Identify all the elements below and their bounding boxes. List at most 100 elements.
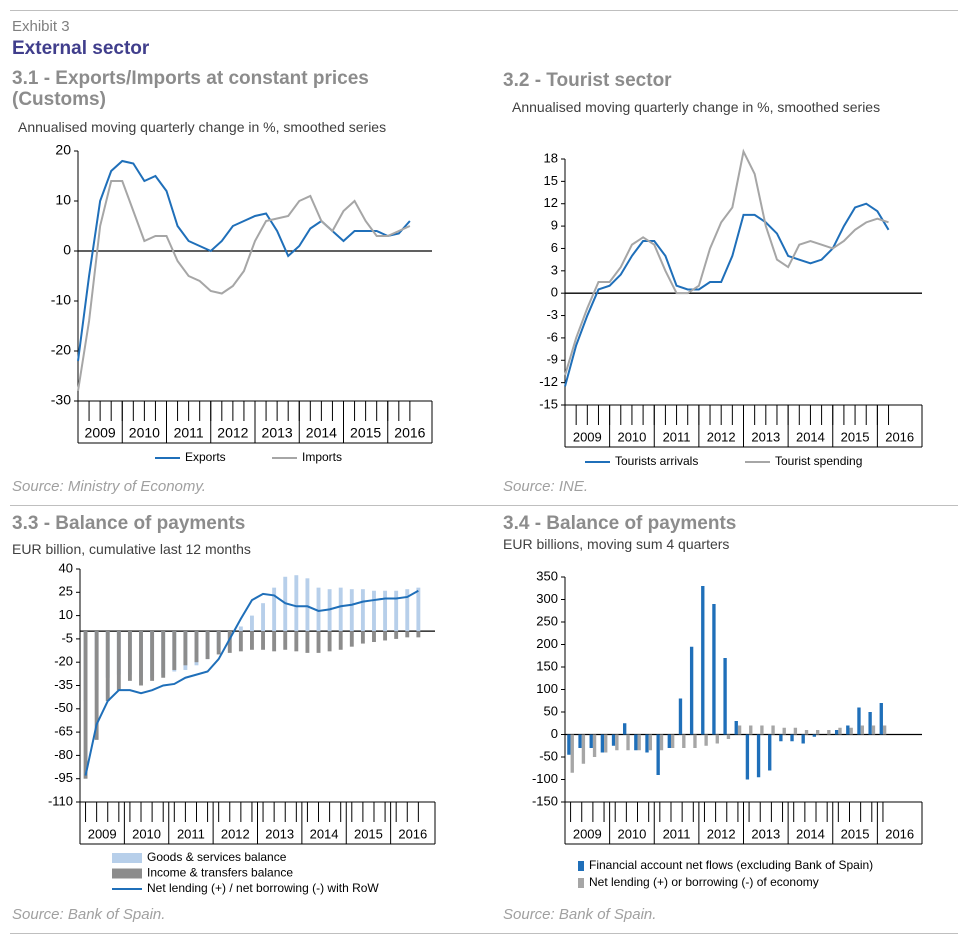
bar	[637, 734, 641, 751]
x-tick-label: 2013	[265, 826, 294, 841]
bar	[849, 727, 853, 735]
x-tick-label: 2012	[221, 826, 250, 841]
y-tick-label: -6	[546, 329, 558, 344]
bar	[592, 734, 597, 757]
line	[77, 180, 411, 392]
bar	[205, 631, 210, 660]
y-tick-label: -30	[51, 392, 71, 408]
bar	[793, 727, 798, 735]
x-tick-label: 2015	[354, 826, 383, 841]
y-tick-label: -80	[54, 747, 73, 762]
legend-label: Income & transfers balance	[147, 866, 293, 880]
rule	[10, 10, 958, 11]
bar	[801, 734, 805, 744]
y-tick-label: 12	[544, 195, 558, 210]
bar	[860, 725, 864, 735]
y-tick-label: -100	[532, 771, 558, 786]
bar	[127, 631, 132, 681]
x-tick-label: 2014	[796, 826, 825, 841]
legend-label: Tourist spending	[775, 454, 862, 468]
bar	[734, 721, 738, 735]
x-tick-label: 2013	[751, 429, 780, 444]
y-tick-label: -9	[546, 352, 558, 367]
bar	[834, 730, 839, 735]
bar	[94, 631, 99, 740]
bar	[879, 703, 883, 735]
bar	[678, 698, 683, 735]
bar	[161, 631, 166, 678]
bar	[238, 626, 243, 632]
bar	[589, 734, 593, 748]
bar	[372, 631, 376, 643]
y-tick-label: -5	[61, 630, 73, 645]
y-tick-label: -35	[54, 677, 73, 692]
source: Source: INE.	[503, 478, 589, 495]
bar	[611, 734, 616, 746]
chart-subtitle: EUR billions, moving sum 4 quarters	[503, 536, 730, 552]
x-tick-label: 2016	[398, 826, 427, 841]
x-tick-label: 2013	[751, 826, 780, 841]
legend-label: Imports	[302, 450, 342, 464]
x-tick-label: 2013	[262, 425, 293, 441]
bar	[405, 631, 410, 638]
bar	[83, 631, 88, 779]
bar	[216, 631, 221, 655]
source: Source: Ministry of Economy.	[12, 478, 206, 495]
bar	[394, 631, 399, 639]
bar	[294, 631, 299, 652]
bar	[394, 590, 399, 632]
bar	[250, 631, 254, 650]
bar	[578, 734, 582, 748]
y-tick-label: -20	[54, 654, 73, 669]
bar	[261, 603, 265, 632]
bar	[749, 725, 753, 735]
bar	[194, 631, 199, 663]
bar	[667, 734, 671, 748]
bar	[615, 734, 619, 751]
x-tick-label: 2011	[174, 425, 204, 441]
source: Source: Bank of Spain.	[503, 906, 657, 923]
y-tick-label: 40	[59, 560, 73, 575]
legend-label: Exports	[185, 450, 226, 464]
y-tick-label: 10	[55, 192, 71, 208]
legend-swatch	[112, 853, 142, 863]
x-tick-label: 2010	[617, 826, 646, 841]
x-tick-label: 2015	[841, 826, 870, 841]
bar	[827, 730, 831, 735]
y-tick-label: 15	[544, 173, 558, 188]
bar	[693, 734, 697, 748]
y-tick-label: 10	[59, 607, 73, 622]
x-tick-label: 2016	[394, 425, 425, 441]
bar	[338, 631, 343, 650]
bar	[857, 707, 861, 735]
bar	[416, 587, 421, 632]
bar	[812, 734, 817, 737]
bar	[305, 631, 310, 653]
y-tick-label: 0	[551, 726, 558, 741]
bar	[581, 734, 586, 764]
rule	[10, 933, 958, 934]
bar	[405, 589, 410, 632]
line	[564, 202, 890, 387]
x-tick-label: 2016	[885, 429, 914, 444]
bar	[567, 734, 571, 755]
bar	[804, 730, 809, 735]
y-tick-label: 50	[544, 703, 558, 718]
bar	[227, 631, 232, 653]
bar	[670, 734, 675, 748]
x-tick-label: 2009	[573, 429, 602, 444]
bar	[172, 631, 177, 670]
x-tick-label: 2010	[129, 425, 160, 441]
chart-subtitle: Annualised moving quarterly change in %,…	[18, 119, 387, 135]
x-tick-label: 2016	[885, 826, 914, 841]
bar	[715, 734, 719, 744]
legend-swatch	[578, 861, 584, 871]
bar	[383, 590, 388, 632]
y-tick-label: -95	[54, 770, 73, 785]
x-tick-label: 2011	[177, 826, 205, 841]
legend-swatch	[112, 868, 142, 879]
y-tick-label: -15	[539, 396, 558, 411]
x-tick-label: 2009	[85, 425, 116, 441]
y-tick-label: 9	[551, 218, 558, 233]
